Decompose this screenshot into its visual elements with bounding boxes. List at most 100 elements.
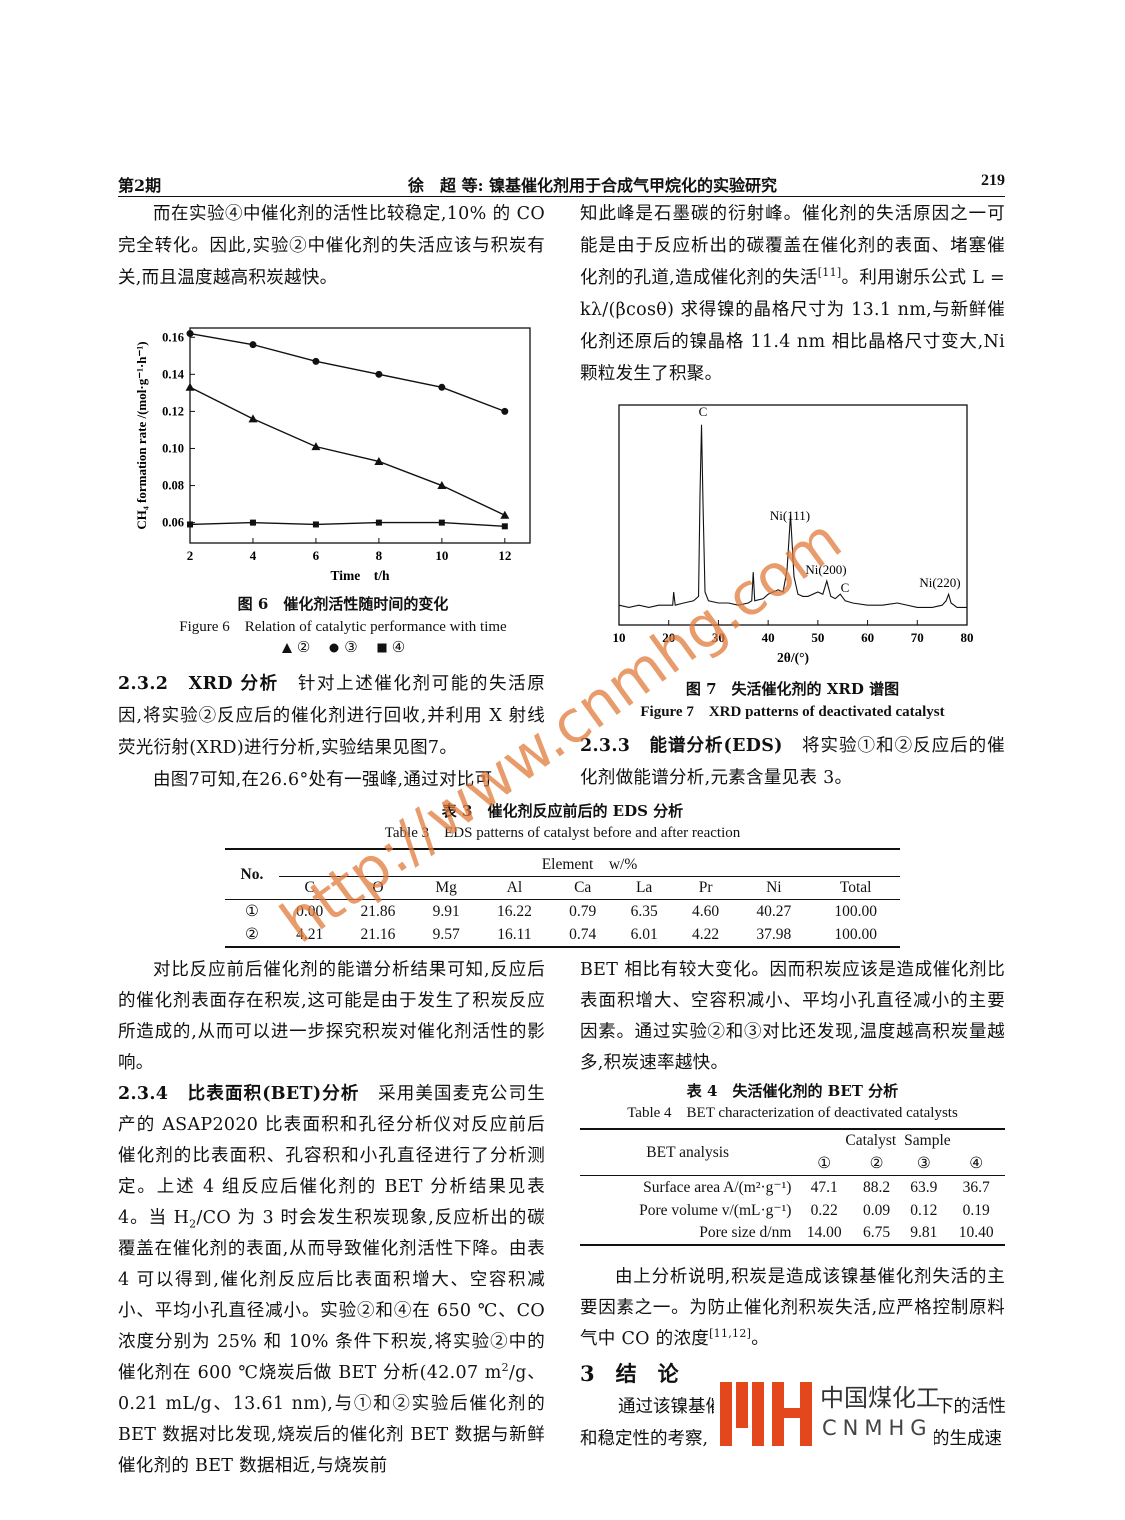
text-run: 由上分析说明,积炭是造成该镍基催化剂失活的主要因素之一。为防止催化剂积炭失活,应… bbox=[580, 1267, 1005, 1349]
table-row: Pore size d/nm 14.00 6.75 9.81 10.40 bbox=[580, 1222, 1005, 1245]
running-title: 徐 超 等: 镍基催化剂用于合成气甲烷化的实验研究 bbox=[408, 176, 778, 195]
marker bbox=[248, 414, 258, 423]
x-tick-label: 70 bbox=[911, 630, 924, 645]
table-cell: 6.75 bbox=[863, 1224, 891, 1241]
legend-marker bbox=[281, 642, 292, 653]
x-tick-label: 50 bbox=[811, 630, 824, 645]
marker bbox=[375, 370, 383, 378]
text-run: 针对上述催化剂可能的失活原因,将实验②反应后的催化剂进行回收,并利用 X 射线荧… bbox=[118, 674, 545, 758]
y-tick-label: 0.10 bbox=[162, 441, 184, 455]
marker bbox=[249, 519, 256, 526]
text-run: 2 bbox=[189, 1217, 197, 1231]
table-title: 表 4 失活催化剂的 BET 分析 bbox=[686, 1082, 899, 1100]
x-tick-label: 4 bbox=[250, 548, 257, 563]
paragraph: 知此峰是石墨碳的衍射峰。催化剂的失活原因之一可能是由于反应析出的碳覆盖在催化剂的… bbox=[580, 198, 1005, 390]
paragraph: 2.3.4 比表面积(BET)分析 采用美国麦克公司生产的 ASAP2020 比… bbox=[118, 1079, 545, 1482]
text-run: [11,12] bbox=[709, 1327, 752, 1341]
legend-item: ③ bbox=[328, 638, 358, 657]
table-cell: 40.27 bbox=[756, 902, 792, 920]
peak-label: C bbox=[841, 580, 850, 595]
text-run: 对比反应前后催化剂的能谱分析结果可知,反应后的催化剂表面存在积炭,这可能是由于发… bbox=[118, 960, 545, 1073]
legend-symbol bbox=[281, 642, 292, 653]
marker bbox=[185, 382, 195, 391]
table-header: Catalyst bbox=[845, 1132, 897, 1149]
figure-caption: Figure 6 Relation of catalytic performan… bbox=[179, 619, 507, 635]
legend-label: ④ bbox=[391, 640, 406, 656]
text-run: 采用美国麦克公司生产的 ASAP2020 比表面积和孔径分析仪对反应前后催化剂的… bbox=[118, 1084, 545, 1228]
table-header: Pr bbox=[674, 876, 737, 900]
issue: 第2期 bbox=[118, 176, 162, 195]
table-cell: 14.00 bbox=[806, 1224, 842, 1241]
marker bbox=[437, 481, 447, 490]
peak-label: Ni(220) bbox=[919, 575, 960, 590]
legend-item: ④ bbox=[376, 638, 405, 657]
table-cell: 0.22 bbox=[810, 1201, 838, 1219]
text-run: 2.3.4 比表面积(BET)分析 bbox=[118, 1084, 360, 1104]
marker bbox=[438, 383, 446, 391]
table-header: La bbox=[613, 876, 675, 900]
table-cell: 0.12 bbox=[910, 1201, 938, 1219]
logo-shape bbox=[772, 1408, 812, 1418]
y-tick-label: 0.12 bbox=[162, 404, 184, 418]
x-tick-label: 20 bbox=[662, 630, 675, 645]
table-header: O bbox=[340, 876, 416, 900]
text-fragment: 和稳定性的考察, bbox=[580, 1429, 709, 1449]
x-axis-label: 2θ/(°) bbox=[777, 650, 809, 665]
text-run: 由图7可知,在26.6°处有一强峰,通过对比可 bbox=[153, 770, 493, 790]
table-title: Table 4 BET characterization of deactiva… bbox=[627, 1105, 958, 1121]
table-cell: 0.74 bbox=[569, 925, 597, 943]
paragraph: 由图7可知,在26.6°处有一强峰,通过对比可 bbox=[118, 764, 545, 796]
y-axis-label: CH₄ formation rate /(mol·g⁻¹·h⁻¹) bbox=[134, 341, 149, 529]
text-run: 2.3.2 XRD 分析 bbox=[118, 674, 279, 694]
table-row: No. Element w/% bbox=[225, 849, 900, 900]
marker bbox=[438, 519, 445, 526]
table-title: Table 3 EDS patterns of catalyst before … bbox=[384, 825, 741, 841]
paragraph: 由上分析说明,积炭是造成该镍基催化剂失活的主要因素之一。为防止催化剂积炭失活,应… bbox=[580, 1262, 1005, 1355]
table-cell: 0.00 bbox=[296, 902, 324, 920]
legend-symbol bbox=[377, 643, 387, 652]
figure-caption: Figure 7 XRD patterns of deactivated cat… bbox=[640, 704, 945, 720]
y-tick-label: 0.16 bbox=[162, 330, 184, 344]
legend-label: ③ bbox=[344, 640, 358, 656]
logo-shape bbox=[752, 1382, 764, 1446]
marker bbox=[374, 456, 384, 465]
table-cell: Surface area A/(m²·g⁻¹) bbox=[643, 1179, 792, 1196]
table-4: 表 4 失活催化剂的 BET 分析 Table 4 BET characteriz… bbox=[580, 1080, 1005, 1246]
table-cell: 16.22 bbox=[496, 902, 532, 920]
table-cell: 9.81 bbox=[910, 1224, 938, 1241]
table-cell: 37.98 bbox=[756, 925, 792, 943]
series-line bbox=[189, 521, 505, 528]
table-row: Surface area A/(m²·g⁻¹) 47.1 88.2 63.9 36.7 bbox=[580, 1176, 1005, 1200]
section-heading: 3 结 论 bbox=[580, 1361, 679, 1386]
text-fragment: 的生成速 bbox=[932, 1429, 1002, 1449]
table-header: Total bbox=[811, 876, 900, 900]
legend: ② ③ ④ bbox=[118, 638, 568, 659]
text-run: /CO 为 3 时会发生积炭现象,反应析出的碳覆盖在催化剂的表面,从而导致催化剂… bbox=[118, 1208, 545, 1383]
text-run: 而在实验④中催化剂的活性比较稳定,10% 的 CO 完全转化。因此,实验②中催化… bbox=[118, 204, 545, 288]
marker bbox=[500, 510, 510, 519]
figure-caption: 图 7 失活催化剂的 XRD 谱图 bbox=[685, 680, 900, 698]
table-cell: Pore size d/nm bbox=[699, 1224, 792, 1241]
y-tick-label: 0.06 bbox=[162, 516, 184, 530]
marker bbox=[187, 521, 193, 528]
legend-symbol bbox=[329, 643, 339, 652]
x-tick-label: 6 bbox=[313, 548, 320, 563]
legend-label: ② bbox=[296, 640, 311, 656]
logo: 中国煤化工 CNMHG bbox=[714, 1372, 940, 1458]
paragraph: 2.3.3 能谱分析(EDS) 将实验①和②反应后的催化剂做能谱分析,元素含量见… bbox=[580, 730, 1005, 794]
text-run: [11] bbox=[817, 266, 842, 280]
table-row: C O Mg Al Ca La Pr Ni Total bbox=[225, 876, 900, 900]
peak-label: Ni(200) bbox=[805, 562, 846, 577]
table-3: 表 3 催化剂反应前后的 EDS 分析 Table 3 EDS patterns … bbox=[225, 800, 900, 948]
table-header: C bbox=[278, 876, 341, 900]
table-header: ② bbox=[852, 1152, 901, 1176]
paragraph: 2.3.2 XRD 分析 针对上述催化剂可能的失活原因,将实验②反应后的催化剂进… bbox=[118, 668, 545, 764]
x-tick-label: 10 bbox=[613, 630, 626, 645]
text-run: 将实验①和②反应后的催化剂做能谱分析,元素含量见表 3。 bbox=[580, 736, 1005, 788]
x-tick-label: 60 bbox=[861, 630, 874, 645]
table-header: Ca bbox=[551, 876, 614, 900]
marker bbox=[501, 523, 508, 530]
table-cell: 0.79 bbox=[569, 902, 597, 920]
text-run: BET 相比有较大变化。因而积炭应该是造成催化剂比表面积增大、空容积减小、平均小… bbox=[580, 960, 1005, 1073]
